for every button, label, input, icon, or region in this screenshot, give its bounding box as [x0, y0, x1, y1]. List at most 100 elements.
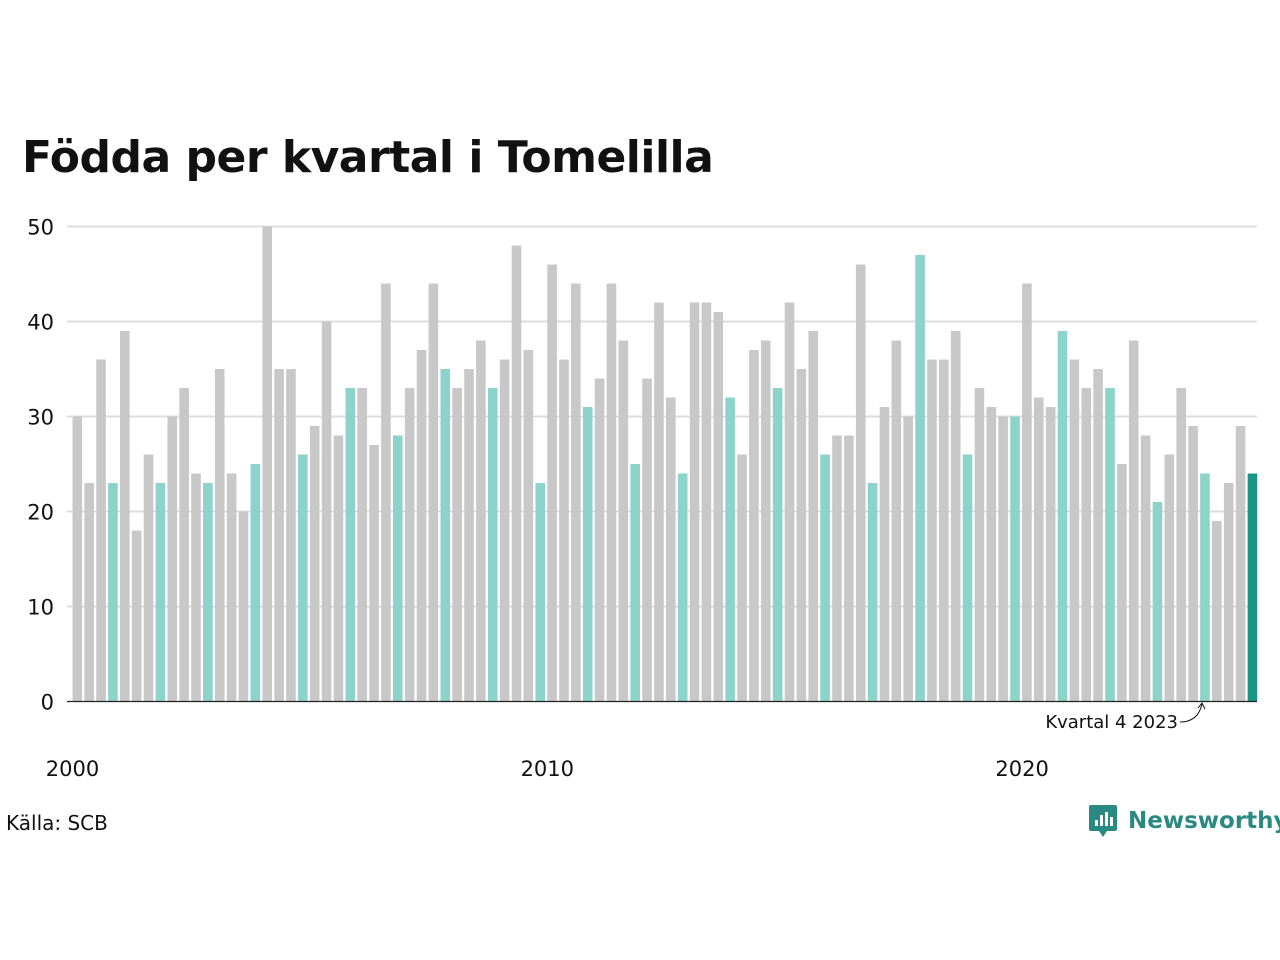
bar: [143, 454, 154, 702]
bar: [1022, 283, 1032, 702]
bar: [559, 359, 569, 702]
bar: [333, 435, 344, 702]
y-tick-label: 50: [27, 216, 54, 240]
bar: [737, 454, 747, 702]
bar: [654, 302, 664, 702]
bar: [986, 407, 997, 702]
bar: [214, 369, 225, 702]
bar: [404, 388, 415, 702]
bar: [1081, 388, 1092, 702]
y-axis: 0 10 20 30 40 50: [27, 216, 54, 715]
bar: [345, 388, 356, 702]
bar: [72, 416, 83, 702]
bar: [891, 340, 902, 702]
bar: [238, 511, 249, 702]
bar: [879, 407, 890, 702]
bar: [1033, 397, 1044, 702]
bar: [713, 312, 724, 702]
bar: [1128, 340, 1139, 702]
bar: [381, 283, 391, 702]
bar: [1093, 369, 1103, 702]
annotation: Kvartal 4 2023: [1045, 702, 1206, 733]
bar: [594, 378, 605, 702]
bar: [689, 302, 700, 702]
bar: [392, 435, 403, 702]
bar: [428, 283, 439, 702]
bar: [760, 340, 771, 702]
y-tick-label: 30: [27, 406, 54, 430]
newsworthy-logo-icon: [1089, 805, 1117, 837]
bar: [701, 302, 712, 702]
bar: [440, 369, 451, 702]
bar: [642, 378, 652, 702]
bar: [1235, 426, 1246, 702]
y-tick-label: 10: [27, 596, 54, 620]
bar: [499, 359, 510, 702]
bar: [1164, 454, 1175, 702]
bar: [452, 388, 462, 702]
newsworthy-logo: Newsworthy: [1088, 803, 1280, 839]
bar: [1140, 435, 1151, 702]
bar: [357, 388, 367, 702]
bar: [226, 473, 237, 702]
bar: [1045, 407, 1056, 702]
bar: [1212, 521, 1222, 702]
bar: [725, 397, 735, 702]
bar: [630, 464, 640, 702]
bar: [950, 331, 961, 702]
bar: [84, 483, 94, 702]
bar: [547, 264, 557, 702]
bar: [571, 283, 581, 702]
bar: [262, 226, 273, 702]
bar: [867, 483, 878, 702]
bar: [927, 359, 937, 702]
bar: [1247, 473, 1258, 702]
bar: [844, 435, 854, 702]
bar: [784, 302, 795, 702]
y-tick-label: 0: [41, 691, 54, 715]
bar: [167, 416, 178, 702]
bar: [855, 264, 866, 702]
bar: [582, 407, 593, 702]
chart-title: Födda per kvartal i Tomelilla: [22, 132, 714, 183]
bar: [155, 483, 166, 702]
x-tick-label: 2000: [46, 757, 99, 781]
bar: [108, 483, 118, 702]
bar: [974, 388, 985, 702]
bar: [1117, 464, 1127, 702]
source-label: Källa: SCB: [6, 811, 108, 835]
bar: [1188, 426, 1198, 702]
bar: [286, 369, 296, 702]
annotation-arrowhead: [1197, 702, 1206, 710]
annotation-label: Kvartal 4 2023: [1045, 712, 1178, 733]
bar: [191, 473, 201, 702]
bar: [1200, 473, 1210, 702]
bar: [1105, 388, 1115, 702]
bar: [677, 473, 688, 702]
bar: [96, 359, 106, 702]
bar: [476, 340, 486, 702]
bar: [250, 464, 261, 702]
x-axis: 2000 2010 2020: [46, 757, 1049, 781]
bar: [666, 397, 676, 702]
y-tick-label: 40: [27, 311, 54, 335]
bar: [1176, 388, 1187, 702]
bar: [1010, 416, 1020, 702]
x-tick-label: 2010: [521, 757, 574, 781]
bars: [72, 226, 1258, 702]
bar: [915, 255, 925, 702]
bar: [274, 369, 284, 702]
bar: [998, 416, 1008, 702]
bar: [796, 369, 807, 702]
bar: [939, 359, 949, 702]
x-tick-label: 2020: [995, 757, 1048, 781]
bar: [618, 340, 629, 702]
brand-name: Newsworthy: [1128, 808, 1280, 834]
bar: [1152, 502, 1163, 702]
bar: [1223, 483, 1234, 702]
bar: [416, 350, 427, 702]
bar: [749, 350, 759, 702]
bar: [1057, 331, 1068, 702]
bar: [369, 445, 379, 702]
